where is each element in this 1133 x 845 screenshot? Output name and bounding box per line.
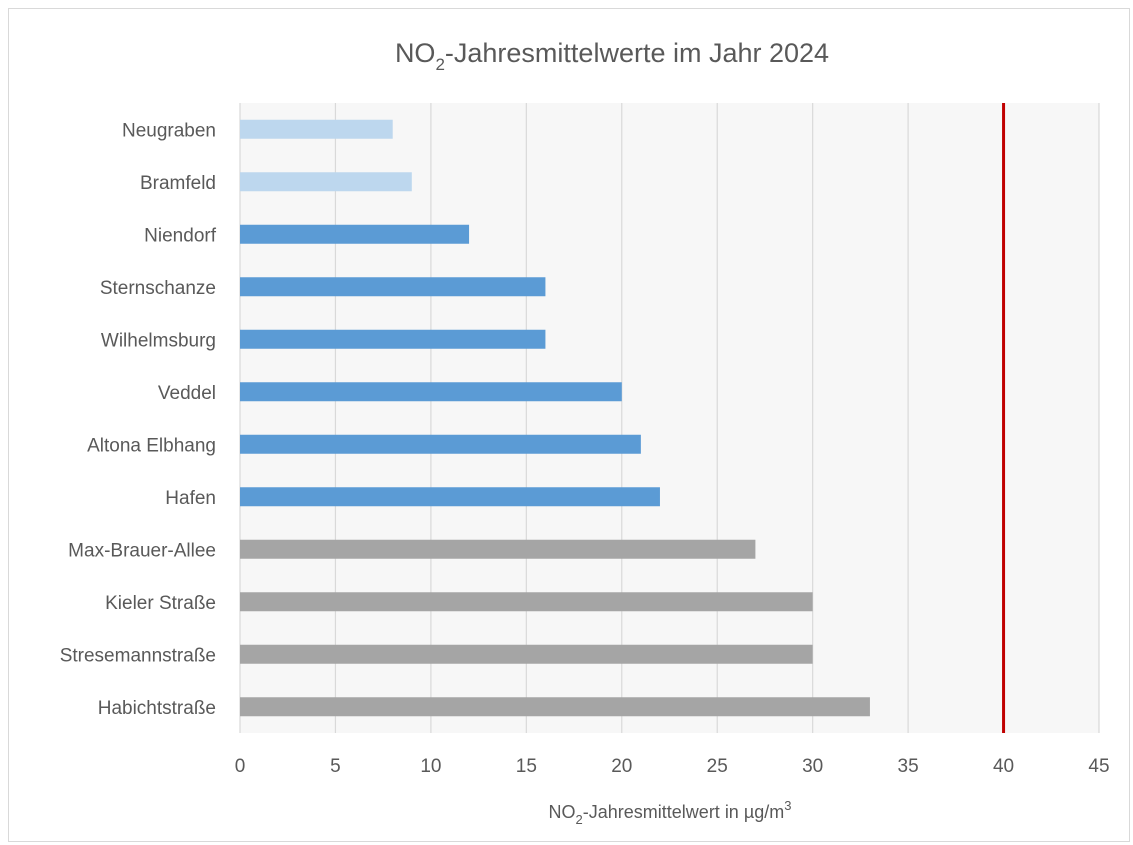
x-tick-label: 15 (516, 756, 537, 777)
bar (240, 644, 813, 664)
category-label: Niendorf (144, 225, 217, 246)
x-tick-label: 25 (707, 756, 728, 777)
x-tick-label: 20 (611, 756, 632, 777)
x-tick-label: 0 (235, 756, 246, 777)
bar (240, 697, 870, 717)
bar (240, 382, 622, 402)
category-label: Neugraben (122, 120, 216, 141)
x-axis-title-main: NO (549, 802, 576, 822)
x-axis-title-superscript: 3 (784, 798, 791, 813)
category-label: Habichtstraße (98, 698, 216, 719)
category-label: Bramfeld (140, 173, 216, 194)
x-axis-title: NO2-Jahresmittelwert in µg/m3 (549, 798, 792, 827)
bar (240, 224, 470, 244)
x-tick-label: 30 (802, 756, 823, 777)
category-label: Hafen (165, 488, 216, 509)
chart-title-subscript: 2 (435, 55, 444, 74)
bar (240, 592, 813, 612)
category-label: Kieler Straße (105, 593, 216, 614)
bar (240, 119, 393, 139)
x-axis-title-subscript: 2 (576, 812, 583, 827)
category-label: Wilhelmsburg (101, 330, 216, 351)
x-tick-labels: 0 5 10 15 20 25 30 35 40 45 (235, 756, 1110, 777)
bar (240, 277, 546, 297)
x-tick-label: 35 (898, 756, 919, 777)
bar (240, 434, 641, 454)
chart-title-main: NO (395, 38, 436, 68)
chart-title-rest: -Jahresmittelwerte im Jahr 2024 (445, 38, 829, 68)
x-tick-label: 45 (1088, 756, 1109, 777)
category-label: Sternschanze (100, 278, 216, 299)
category-label: Veddel (158, 383, 216, 404)
category-label: Max-Brauer-Allee (68, 540, 216, 561)
chart-title: NO2-Jahresmittelwerte im Jahr 2024 (395, 38, 829, 74)
x-axis-title-rest: -Jahresmittelwert in µg/m (583, 802, 784, 822)
x-tick-label: 5 (330, 756, 341, 777)
x-tick-label: 40 (993, 756, 1014, 777)
category-label: Stresemannstraße (60, 645, 216, 666)
bar (240, 539, 756, 559)
category-labels: Neugraben Bramfeld Niendorf Sternschanze Wil… (60, 120, 217, 719)
category-label: Altona Elbhang (87, 435, 216, 456)
bars (240, 119, 870, 717)
bar (240, 487, 660, 507)
plot-area (240, 103, 1099, 733)
bar (240, 172, 412, 192)
bar (240, 329, 546, 349)
x-tick-label: 10 (420, 756, 441, 777)
